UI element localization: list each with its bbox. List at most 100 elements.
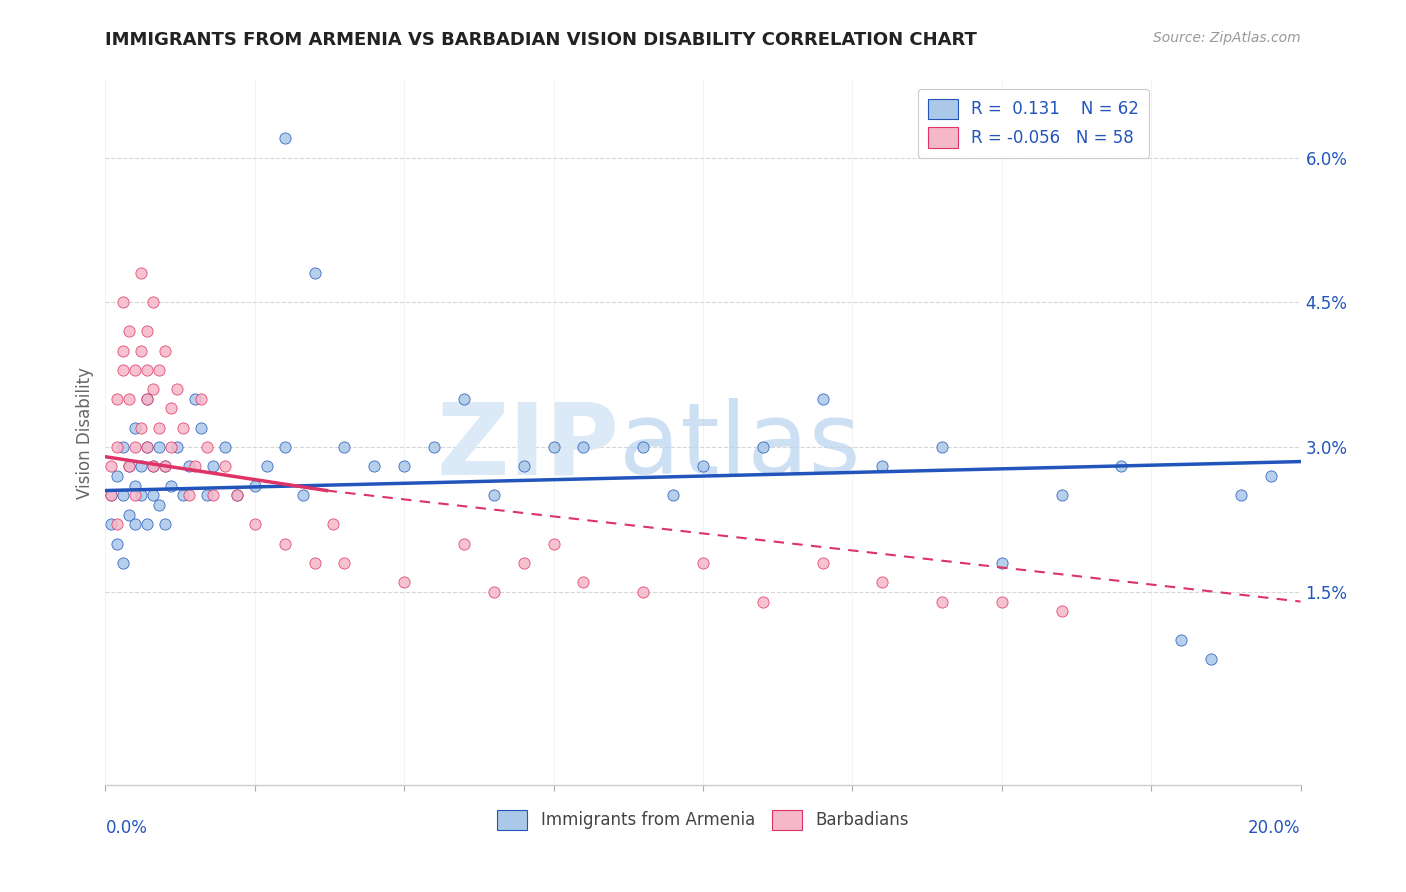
Point bbox=[142, 459, 165, 474]
Point bbox=[453, 392, 475, 406]
Point bbox=[543, 440, 565, 454]
Point bbox=[124, 488, 146, 502]
Point bbox=[202, 459, 225, 474]
Point bbox=[190, 392, 212, 406]
Point bbox=[202, 488, 225, 502]
Point bbox=[662, 488, 685, 502]
Point bbox=[136, 324, 159, 338]
Point bbox=[118, 459, 141, 474]
Point bbox=[1199, 652, 1222, 666]
Point bbox=[112, 556, 135, 570]
Text: 0.0%: 0.0% bbox=[105, 819, 148, 837]
Point bbox=[148, 363, 170, 377]
Point bbox=[692, 556, 714, 570]
Point bbox=[990, 594, 1012, 608]
Point bbox=[177, 488, 201, 502]
Point bbox=[148, 498, 170, 512]
Point bbox=[166, 382, 188, 396]
Point bbox=[692, 459, 714, 474]
Point bbox=[136, 440, 159, 454]
Point bbox=[129, 459, 153, 474]
Point bbox=[112, 488, 135, 502]
Point bbox=[1050, 604, 1073, 618]
Point bbox=[136, 392, 159, 406]
Point bbox=[214, 440, 236, 454]
Point bbox=[482, 585, 505, 599]
Point bbox=[155, 459, 177, 474]
Point bbox=[273, 536, 295, 550]
Point bbox=[190, 421, 212, 435]
Point bbox=[811, 392, 834, 406]
Point bbox=[118, 459, 141, 474]
Point bbox=[304, 556, 326, 570]
Point bbox=[142, 295, 165, 310]
Point bbox=[118, 392, 141, 406]
Point bbox=[256, 459, 278, 474]
Point bbox=[543, 536, 565, 550]
Point bbox=[100, 488, 122, 502]
Point bbox=[453, 536, 475, 550]
Point bbox=[572, 575, 595, 590]
Point bbox=[148, 440, 170, 454]
Point bbox=[273, 131, 295, 145]
Point bbox=[931, 594, 953, 608]
Text: atlas: atlas bbox=[619, 398, 860, 495]
Point bbox=[214, 459, 236, 474]
Point bbox=[273, 440, 295, 454]
Point bbox=[112, 343, 135, 358]
Point bbox=[124, 363, 146, 377]
Point bbox=[177, 459, 201, 474]
Point bbox=[142, 459, 165, 474]
Point bbox=[482, 488, 505, 502]
Point bbox=[160, 401, 183, 416]
Point bbox=[225, 488, 249, 502]
Point bbox=[572, 440, 595, 454]
Point bbox=[142, 488, 165, 502]
Point bbox=[633, 585, 655, 599]
Text: ZIP: ZIP bbox=[436, 398, 619, 495]
Point bbox=[1111, 459, 1133, 474]
Point bbox=[243, 479, 266, 493]
Point bbox=[118, 508, 141, 522]
Point bbox=[100, 459, 122, 474]
Point bbox=[136, 363, 159, 377]
Point bbox=[990, 556, 1012, 570]
Point bbox=[136, 440, 159, 454]
Point bbox=[160, 440, 183, 454]
Point bbox=[291, 488, 314, 502]
Point bbox=[225, 488, 249, 502]
Point bbox=[155, 343, 177, 358]
Point bbox=[872, 459, 894, 474]
Point bbox=[172, 421, 194, 435]
Point bbox=[142, 382, 165, 396]
Point bbox=[394, 459, 416, 474]
Point bbox=[129, 421, 153, 435]
Point bbox=[321, 517, 344, 532]
Point bbox=[304, 266, 326, 280]
Point bbox=[107, 392, 129, 406]
Point bbox=[129, 266, 153, 280]
Point bbox=[172, 488, 194, 502]
Point bbox=[243, 517, 266, 532]
Point bbox=[872, 575, 894, 590]
Point bbox=[136, 517, 159, 532]
Point bbox=[633, 440, 655, 454]
Point bbox=[513, 556, 536, 570]
Point bbox=[166, 440, 188, 454]
Point bbox=[100, 517, 122, 532]
Point bbox=[423, 440, 446, 454]
Point bbox=[1260, 469, 1282, 483]
Point bbox=[107, 469, 129, 483]
Point bbox=[751, 594, 773, 608]
Point bbox=[184, 459, 207, 474]
Point bbox=[100, 488, 122, 502]
Point bbox=[124, 440, 146, 454]
Point bbox=[107, 536, 129, 550]
Point bbox=[112, 295, 135, 310]
Text: 20.0%: 20.0% bbox=[1249, 819, 1301, 837]
Point bbox=[363, 459, 385, 474]
Point bbox=[129, 343, 153, 358]
Point bbox=[112, 363, 135, 377]
Point bbox=[931, 440, 953, 454]
Point bbox=[155, 459, 177, 474]
